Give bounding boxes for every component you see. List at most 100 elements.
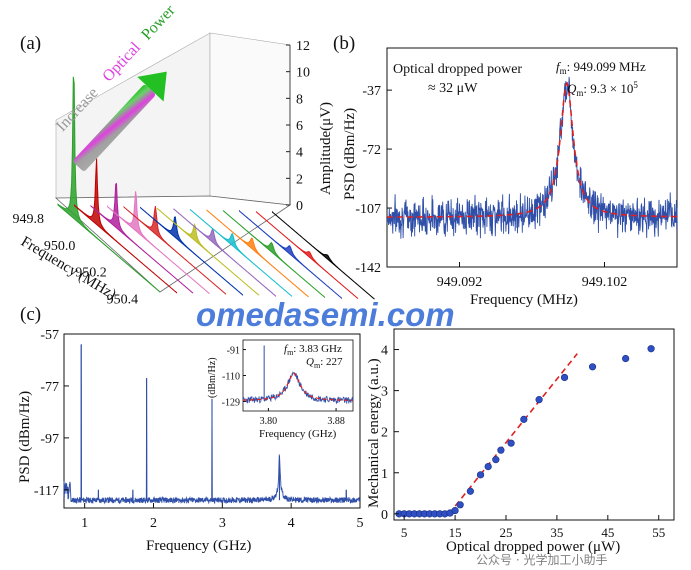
c-ytick-label: -117 xyxy=(34,484,59,499)
d-point-14 xyxy=(476,471,485,479)
a-trace-12 xyxy=(90,182,194,294)
c-xtick-label: 5 xyxy=(357,516,364,531)
d-xtick-label: 15 xyxy=(449,525,462,540)
c-inset-fm: fm: 3.83 GHz xyxy=(284,343,342,357)
a-trace-1 xyxy=(272,210,375,300)
d-xtick-label: 35 xyxy=(550,525,563,540)
d-xlabel: Optical dropped power (μW) xyxy=(446,539,620,555)
c-xtick-label: 3 xyxy=(219,516,226,531)
a-trace-11 xyxy=(107,191,210,294)
side-wall xyxy=(209,32,291,206)
increase-power-arrow xyxy=(73,71,167,171)
a-ztick-label: 6 xyxy=(296,119,303,134)
c-ylabel: PSD (dBm/Hz) xyxy=(17,391,33,483)
c-xtick-label: 4 xyxy=(288,516,295,531)
b-xtick-label: 949.092 xyxy=(437,275,483,290)
d-ytick-label: 3 xyxy=(381,385,388,400)
a-ztick-label: 8 xyxy=(296,92,303,107)
a-trace-6 xyxy=(189,209,293,297)
c-ytick-label: -97 xyxy=(40,432,59,447)
b-xtick-label: 949.102 xyxy=(582,275,628,290)
b-xlabel: Frequency (MHz) xyxy=(470,292,578,308)
c-xlabel: Frequency (GHz) xyxy=(146,538,251,554)
c-ytick-label: -77 xyxy=(40,380,59,395)
d-ytick-label: 2 xyxy=(381,426,388,441)
a-trace-13 xyxy=(74,158,177,294)
d-point-24 xyxy=(647,345,655,353)
b-fm: fm: 949.099 MHz xyxy=(556,59,646,76)
b-qm: Qm: 9.3 × 105 xyxy=(567,80,638,98)
d-point-12 xyxy=(456,501,464,509)
d-point-18 xyxy=(507,439,515,447)
a-trace-10 xyxy=(123,205,227,295)
b-frame xyxy=(386,47,678,268)
c-inset-trace xyxy=(242,371,354,405)
c-psd-trace xyxy=(63,344,361,505)
d-point-15 xyxy=(484,463,492,471)
b-ytick-label: -107 xyxy=(355,202,381,217)
b-annotation-1: Optical dropped power xyxy=(393,62,522,77)
c-xtick-label: 2 xyxy=(150,516,157,531)
b-ylabel: PSD (dBm/Hz) xyxy=(342,108,358,200)
a-trace-9 xyxy=(140,206,243,296)
d-xtick-label: 5 xyxy=(401,525,408,540)
arrow-label-power: Power xyxy=(138,2,179,44)
c-inset-ytick-label: -110 xyxy=(222,372,240,383)
b-annotation-2: ≈ 32 μW xyxy=(428,81,478,96)
watermark-text: omedasemi.com xyxy=(196,296,455,333)
c-inset-qm: Qm: 227 xyxy=(306,356,343,370)
d-point-23 xyxy=(622,354,630,363)
a-trace-8 xyxy=(156,207,260,296)
panel-c-psd: -57 -77 -97 -117 1 2 3 4 5 PSD (dBm/Hz) Frequenc… xyxy=(17,328,364,554)
d-point-20 xyxy=(535,396,543,404)
a-xtick-label: 950.4 xyxy=(107,292,139,307)
a-trace-5 xyxy=(206,209,309,298)
c-inset-xtick-label: 3.88 xyxy=(327,416,345,427)
panel-label-b: (b) xyxy=(333,33,355,54)
a-ztick-label: 10 xyxy=(296,66,310,81)
b-ytick-label: -72 xyxy=(362,143,381,158)
a-trace-7 xyxy=(173,208,276,297)
d-ylabel: Mechanical energy (a.u.) xyxy=(366,358,382,508)
d-point-13 xyxy=(466,487,474,495)
d-xtick-label: 25 xyxy=(500,525,513,540)
c-ytick-label: -57 xyxy=(40,328,59,343)
d-ytick-label: 1 xyxy=(381,467,388,482)
b-psd-trace xyxy=(386,76,678,239)
a-trace-3 xyxy=(239,209,342,300)
a-trace-2 xyxy=(255,211,359,299)
a-ztick-label: 4 xyxy=(296,146,303,161)
c-inset-ytick-label: -129 xyxy=(222,397,240,408)
d-point-16 xyxy=(492,456,500,464)
c-inset-fit xyxy=(242,372,353,401)
d-point-17 xyxy=(497,446,505,454)
a-xtick-label: 950.2 xyxy=(75,266,107,281)
d-xtick-label: 45 xyxy=(601,525,614,540)
footer-text: 公众号 · 光学加工小助手 xyxy=(476,552,607,567)
a-ztick-label: 12 xyxy=(296,39,310,54)
panel-b-psd: -37 -72 -107 -142 949.092 949.102 PSD (dBm/Hz… xyxy=(342,47,678,308)
c-xtick-label: 1 xyxy=(81,516,88,531)
c-inset-ylabel: (dBm/Hz) xyxy=(207,357,218,398)
a-xtick-label: 949.8 xyxy=(13,212,45,227)
a-trace-14 xyxy=(57,76,161,293)
c-frame xyxy=(63,333,361,509)
b-ytick-label: -142 xyxy=(355,261,381,276)
d-point-21 xyxy=(560,373,569,382)
b-ytick-label: -37 xyxy=(362,84,381,99)
d-ytick-label: 4 xyxy=(381,344,388,359)
d-xtick-label: 55 xyxy=(652,525,665,540)
panel-label-c: (c) xyxy=(20,304,41,325)
c-inset-ytick-label: -91 xyxy=(227,346,240,357)
a-xtick-label: 950.0 xyxy=(44,239,76,254)
d-point-11 xyxy=(451,506,459,515)
panel-label-a: (a) xyxy=(20,33,41,54)
b-fit-line xyxy=(387,81,677,218)
c-inset-xlabel: Frequency (GHz) xyxy=(259,428,337,440)
d-point-19 xyxy=(520,415,528,423)
d-ytick-label: 0 xyxy=(381,508,388,523)
c-inset-xtick-label: 3.80 xyxy=(260,416,278,427)
